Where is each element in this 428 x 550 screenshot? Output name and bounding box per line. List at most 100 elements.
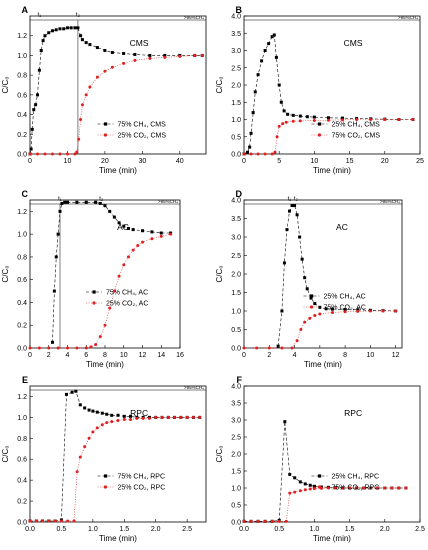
panel-c-series-0-point [131, 228, 135, 232]
panel-a-series-0-point [133, 52, 137, 56]
panel-f-series-1-point [369, 486, 373, 490]
panel-b-series-1-point [273, 150, 277, 154]
panel-e-series-0-point [95, 410, 99, 414]
panel-f-series-1-point [397, 486, 401, 490]
panel-f-legend-label-1: 75% CO₂, RPC [331, 485, 379, 492]
panel-f-series-1-point [249, 519, 253, 523]
panel-a-series-0-point [34, 103, 38, 107]
panel-f-series-1-point [293, 490, 297, 494]
panel-d-series-0-point [309, 296, 313, 300]
panel-c-series-1-point [108, 306, 112, 310]
panel-c-series-0-point [63, 200, 67, 204]
panel-f-y-tick-label: 4.0 [231, 384, 241, 391]
panel-c-series-1-point [56, 346, 60, 350]
panel-a-y-tick-label: 1.0 [17, 53, 27, 60]
panel-f-series-1-point [312, 487, 316, 491]
panel-e-series-1-point [173, 415, 177, 419]
panel-e-series-1-point [83, 445, 87, 449]
panel-a-series-0-point [73, 26, 77, 30]
panel-a-x-tick-label: 10 [64, 158, 72, 165]
panel-e-legend-marker-0 [103, 474, 108, 478]
panel-e-series-1-point [191, 415, 195, 419]
panel-f-x-axis-label: Time (min) [313, 534, 351, 543]
panel-a-series-0-point [79, 34, 83, 38]
panel-f-y-tick-label: 1.0 [231, 486, 241, 493]
panel-d-series-1-point [368, 309, 372, 313]
panel-f-series-1-point [298, 489, 302, 493]
panel-b-x-tick-label: 25 [416, 158, 424, 165]
panel-c-x-tick-label: 16 [176, 352, 184, 359]
panel-c-series-0-point [141, 229, 144, 233]
panel-e-series-0-point [64, 392, 68, 396]
panel-e-series-1-point [66, 519, 70, 523]
panel-c-x-tick-label: 14 [157, 352, 165, 359]
panel-e-series-1-point [91, 430, 95, 434]
panel-c-y-tick-label: 0.4 [17, 300, 27, 307]
panel-b-series-1-point [281, 122, 285, 126]
panel-f-x-tick-label: 0.5 [274, 526, 284, 533]
panel-e-series-1-point [95, 426, 99, 430]
panel-e-series-1-point [53, 519, 57, 523]
panel-c-x-tick-label: 2 [47, 352, 51, 359]
panel-d-series-0-line [277, 205, 396, 347]
panel-f-series-0-point [288, 472, 292, 476]
panel-d-y-axis-label: C/C₀ [215, 265, 224, 282]
panel-a-series-0-point [62, 27, 66, 31]
panel-c-legend-label-1: 25% CO₂, AC [106, 301, 148, 308]
panel-f-y-tick-label: 2.5 [231, 435, 241, 442]
panel-c-threshold-label: >95%CH₄ [158, 199, 178, 204]
panel-a-series-1-point [43, 152, 47, 156]
panel-b-series-0-point [286, 112, 290, 116]
panel-b-x-tick-label: 15 [346, 158, 354, 165]
panel-f-x-tick-label: 1.5 [345, 526, 355, 533]
panel-c-legend-marker-0 [92, 290, 96, 294]
panel-e-y-tick-label: 1.2 [17, 394, 27, 401]
panel-a-series-1-point [75, 150, 79, 154]
panel-a-y-axis-label: C/C₀ [1, 76, 10, 93]
panel-b-series-0-point [274, 55, 278, 59]
panel-c-series-0-point [126, 226, 130, 230]
panel-c-series-1-point [89, 345, 93, 349]
panel-a-series-0-point [30, 127, 34, 131]
panel-c-series-1-point [159, 234, 163, 238]
panel-a-title: CMS [130, 38, 149, 48]
panel-f-series-1-point [348, 486, 352, 490]
panel-a-legend-label-0: 75% CH₄, CMS [117, 122, 166, 129]
panel-a-series-1-point [110, 65, 114, 69]
panel-e-series-0-point [74, 389, 78, 393]
panel-e-series-1-point [110, 420, 114, 424]
panel-a-y-tick-label: 0.4 [17, 112, 27, 119]
panel-d-y-tick-label: 3.5 [231, 216, 241, 223]
panel-c-series-1-point [28, 346, 32, 350]
panel-a-series-1-point [95, 75, 99, 79]
panel-d-y-tick-label: 1.5 [231, 290, 241, 297]
panel-b-series-0-point [270, 35, 274, 39]
panel-d-legend-label-1: 75% CO₂, AC [324, 305, 366, 312]
panel-f-x-tick-label: 1.0 [310, 526, 320, 533]
panel-a-series-0-point [122, 51, 126, 55]
panel-f-y-axis-label: C/C₀ [215, 445, 224, 462]
panel-f-series-1-point [256, 519, 260, 523]
panel-e-y-tick-label: 0.2 [17, 499, 27, 506]
panel-a-series-1-point [178, 54, 182, 58]
panel-f-series-1-point [263, 519, 267, 523]
panel-e-series-0-point [116, 413, 120, 417]
panel-b-x-axis-label: Time (min) [313, 166, 351, 175]
panel-f-legend-label-0: 25% CH₄, RPC [331, 474, 379, 481]
panel-c-series-0-point [122, 224, 126, 228]
panel-e-y-axis-label: C/C₀ [1, 445, 10, 462]
panel-d-series-0-point [305, 287, 309, 291]
panel-f-series-0-point [308, 483, 312, 487]
panel-c-series-1-point [47, 346, 51, 350]
panel-b-series-0-point [298, 114, 302, 118]
panel-e-y-tick-label: 1.0 [17, 415, 27, 422]
panel-b-series-1-point [341, 118, 345, 122]
panel-a-series-0-point [41, 39, 45, 43]
panel-f-series-1-point [284, 519, 288, 523]
panel-c-series-0-point [54, 255, 58, 259]
panel-e-series-1-point [147, 416, 151, 420]
panel-b-series-0-point [249, 131, 253, 135]
panel-c-y-tick-label: 0.2 [17, 323, 27, 330]
panel-d-series-0-point [330, 307, 334, 311]
panel-d-series-1-point [299, 328, 303, 331]
